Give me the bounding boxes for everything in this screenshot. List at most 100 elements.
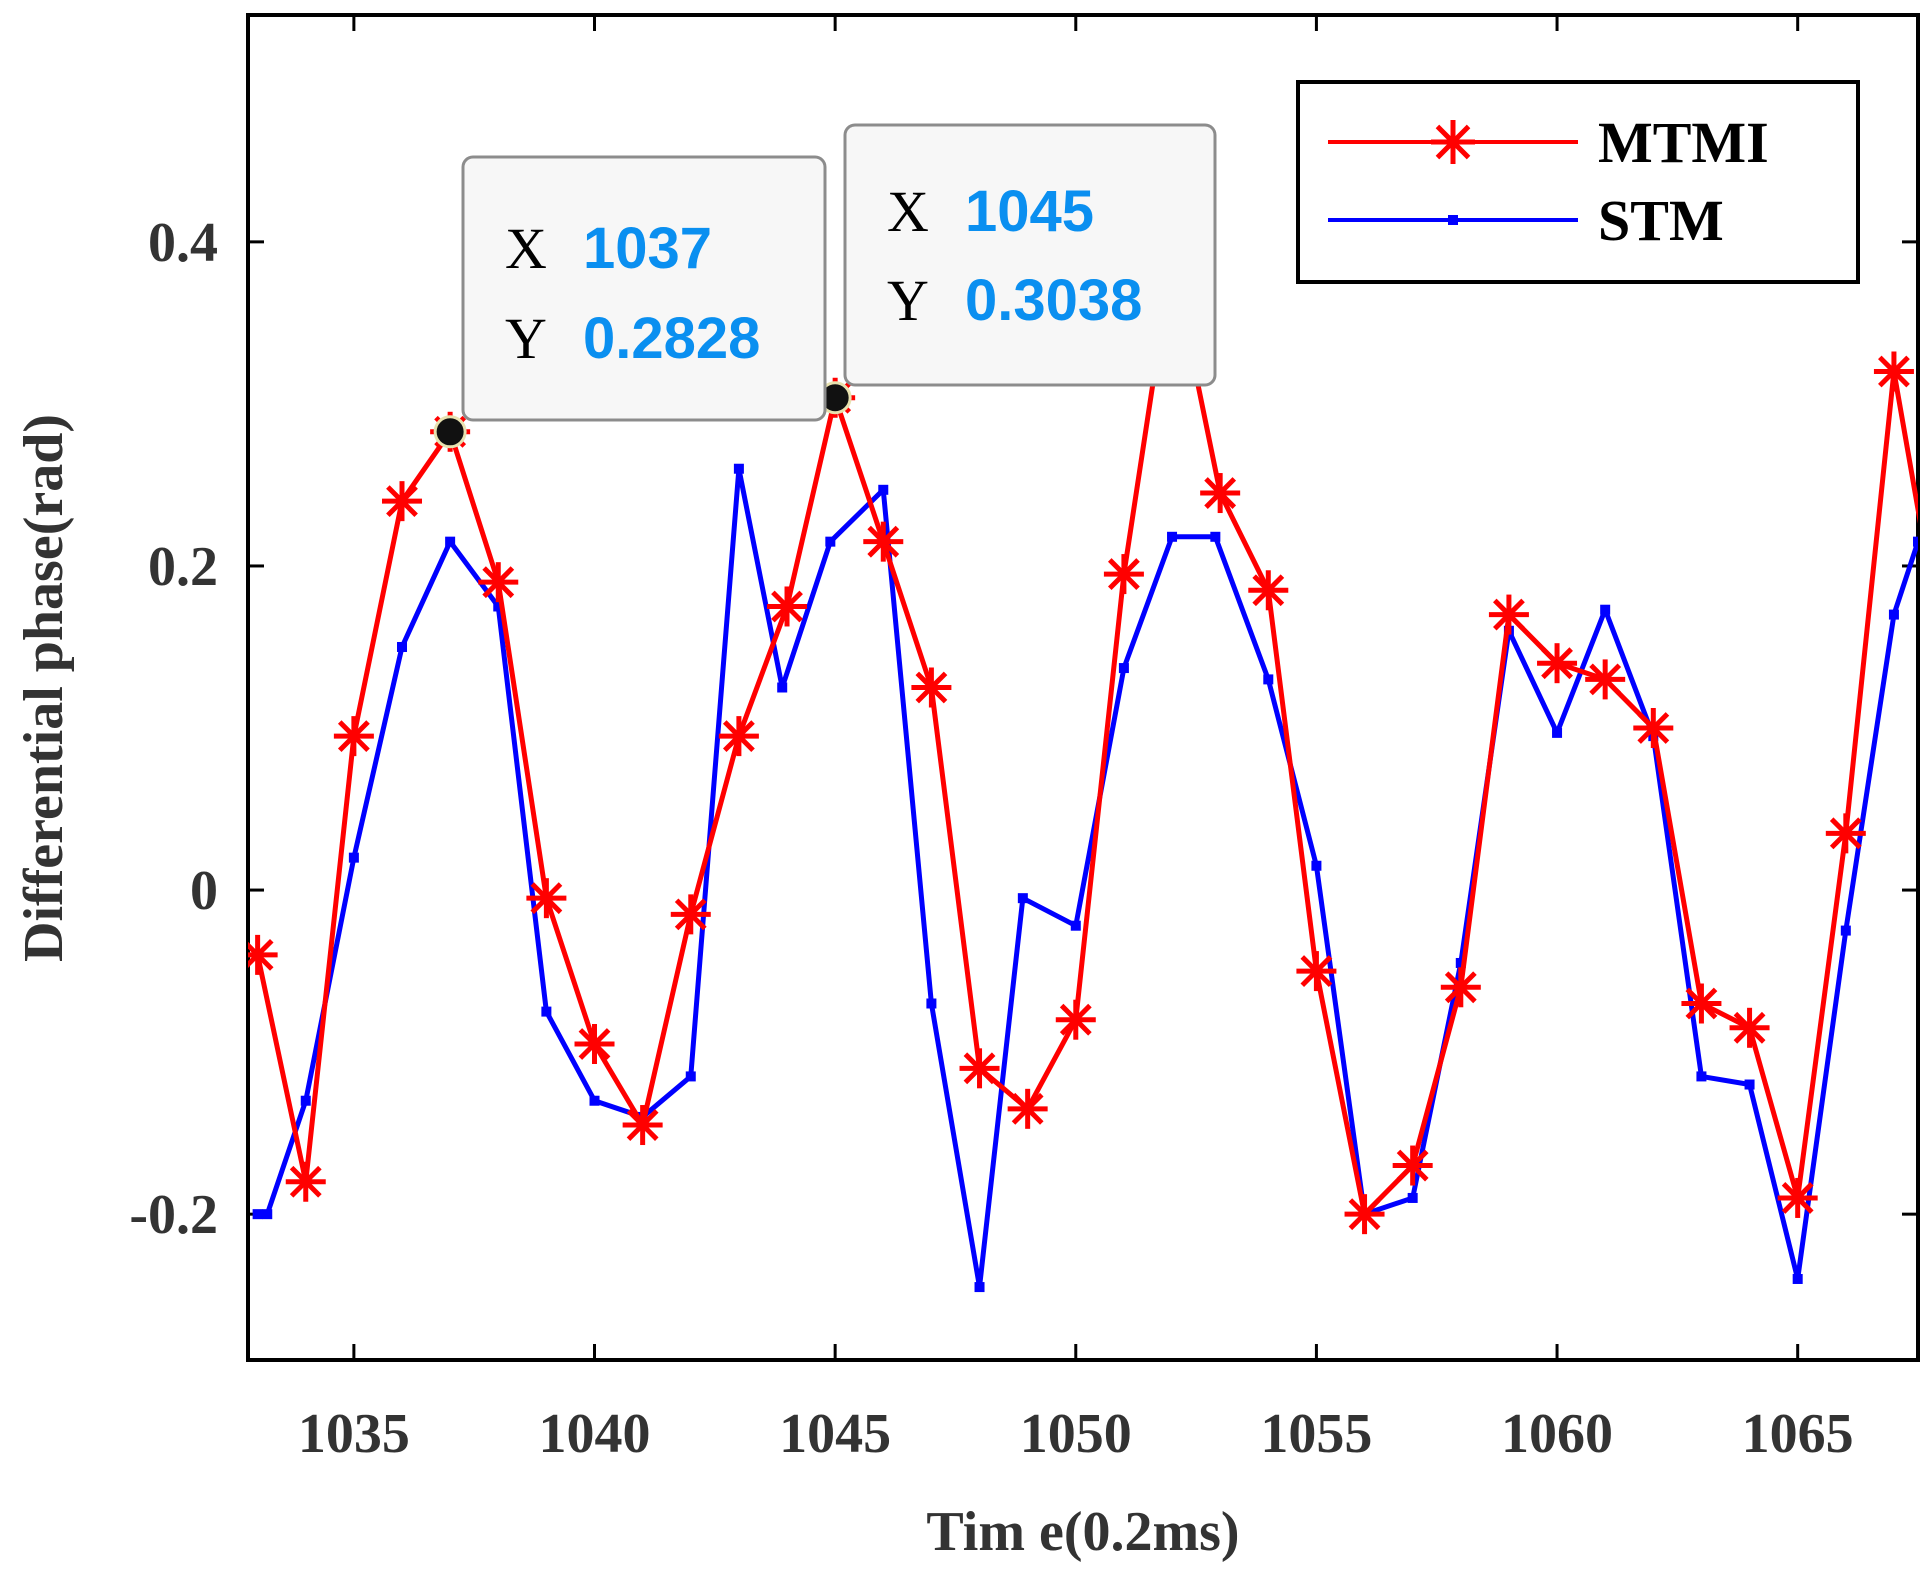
mtmi-point (285, 1161, 326, 1202)
mtmi-point (911, 667, 952, 708)
mtmi-point (1488, 594, 1529, 635)
stm-point (1840, 925, 1851, 936)
stm-point (974, 1282, 985, 1293)
stm-point (1552, 727, 1563, 738)
stm-point (777, 682, 788, 693)
mtmi-point (574, 1024, 615, 1065)
datatip-2-box (843, 123, 1217, 387)
mtmi-point (478, 562, 519, 603)
stm-point (878, 484, 889, 495)
datatip-2-x-value: 1045 (965, 179, 1094, 244)
x-tick-label: 1040 (539, 1403, 651, 1465)
legend-stm-marker (1448, 215, 1458, 225)
datatip-1-box (461, 155, 827, 422)
datatip-2[interactable]: X 1045 Y 0.3038 (843, 123, 1217, 387)
stm-point (825, 536, 836, 547)
stm-point (589, 1095, 600, 1106)
mtmi-point (1007, 1088, 1048, 1129)
mtmi-point (863, 521, 904, 562)
stm-point (1600, 604, 1611, 615)
datatip-1-x-key: X (505, 216, 547, 281)
stm-point (1167, 531, 1178, 542)
stm-point (733, 463, 744, 474)
datatip-2-x-key: X (887, 179, 929, 244)
stm-point (397, 641, 408, 652)
stm-point (541, 1006, 552, 1017)
datatip-1[interactable]: X 1037 Y 0.2828 (461, 155, 827, 422)
x-tick-label: 1065 (1742, 1403, 1854, 1465)
datatip-markers (433, 381, 852, 449)
stm-point (1017, 893, 1028, 904)
mtmi-point (1729, 1007, 1770, 1048)
stm-point (685, 1071, 696, 1082)
stm-point (445, 536, 456, 547)
mtmi-point (1440, 967, 1481, 1008)
y-axis-label: Differential phase(rad) (13, 414, 75, 962)
y-tick-label: 0 (190, 860, 218, 922)
datatip-2-y-key: Y (887, 268, 929, 333)
legend-mtmi-marker (1431, 120, 1475, 164)
mtmi-point (1055, 999, 1096, 1040)
stm-point (926, 998, 937, 1009)
series-mtmi-line (255, 255, 1918, 1217)
mtmi-point (382, 481, 423, 522)
stm-point (300, 1095, 311, 1106)
stm-point (1792, 1273, 1803, 1284)
mtmi-point (1825, 813, 1866, 854)
stm-point (1311, 860, 1322, 871)
y-tick-label: 0.4 (148, 212, 218, 274)
datatip-2-y-value: 0.3038 (965, 268, 1142, 333)
mtmi-point (333, 716, 374, 757)
stm-point (1210, 531, 1221, 542)
y-axis-ticks: -0.2 0 0.2 0.4 (129, 212, 1918, 1246)
legend: MTMI STM (1296, 80, 1860, 284)
mtmi-point (1103, 554, 1144, 595)
x-axis-ticks: 1035 1040 1045 1050 1055 1060 1065 (298, 15, 1854, 1465)
stm-point (1744, 1079, 1755, 1090)
y-tick-label: -0.2 (129, 1184, 218, 1246)
stm-point (252, 1209, 263, 1220)
mtmi-point (1873, 351, 1914, 392)
mtmi-point (1922, 627, 1927, 667)
mtmi-point (1296, 951, 1337, 992)
stm-point (1455, 957, 1466, 968)
stm-point (1696, 1071, 1707, 1082)
datatip-1-marker[interactable] (433, 415, 467, 449)
stm-point (493, 601, 504, 612)
stm-point (1070, 920, 1081, 931)
legend-mtmi-asterisk (1431, 120, 1475, 164)
legend-stm-label: STM (1598, 188, 1724, 253)
mtmi-point (1248, 570, 1289, 611)
mtmi-point (1633, 708, 1674, 749)
stm-point (1263, 674, 1274, 685)
mtmi-point (1200, 473, 1241, 514)
mtmi-point (959, 1048, 1000, 1089)
stm-point (1118, 663, 1129, 674)
mtmi-point (526, 878, 567, 919)
y-tick-label: 0.2 (148, 536, 218, 598)
stm-point (1913, 536, 1918, 547)
datatip-1-x-value: 1037 (583, 216, 712, 281)
mtmi-point (1537, 643, 1578, 684)
x-tick-label: 1045 (779, 1403, 891, 1465)
x-axis-label: Tim e(0.2ms) (926, 1501, 1239, 1563)
mtmi-point (1777, 1177, 1818, 1218)
mtmi-point (1392, 1145, 1433, 1186)
mtmi-point (718, 716, 759, 757)
x-tick-label: 1060 (1501, 1403, 1613, 1465)
datatip-1-y-key: Y (505, 306, 547, 371)
stm-point (1888, 609, 1899, 620)
datatip-1-y-value: 0.2828 (583, 306, 760, 371)
x-tick-label: 1050 (1020, 1403, 1132, 1465)
mtmi-point (767, 586, 808, 627)
mtmi-point (1344, 1194, 1385, 1235)
stm-point (1407, 1192, 1418, 1203)
x-tick-label: 1035 (298, 1403, 410, 1465)
mtmi-point (1585, 659, 1626, 700)
mtmi-point (1681, 983, 1722, 1024)
stm-point (348, 852, 359, 863)
legend-mtmi-label: MTMI (1598, 110, 1769, 175)
mtmi-point (622, 1105, 663, 1146)
mtmi-point (670, 894, 711, 935)
